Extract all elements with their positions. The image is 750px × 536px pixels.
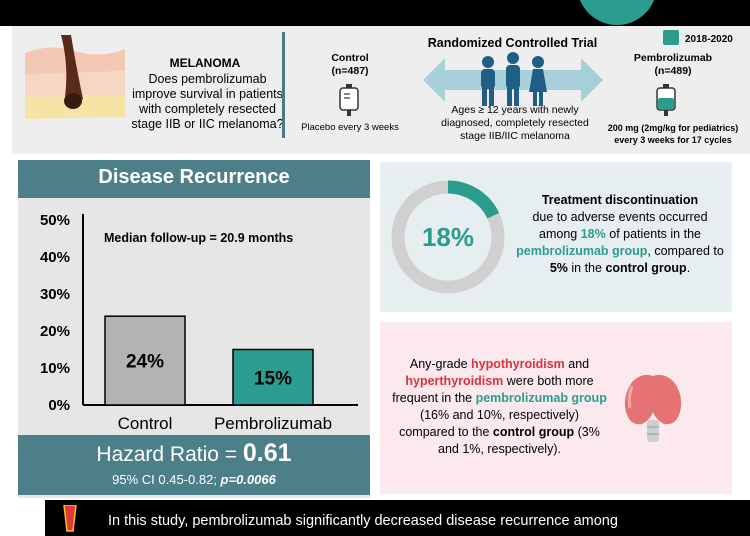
y-tick-label: 40% — [40, 249, 70, 266]
recurrence-bar-chart: 0% 10% 20% 30% 40% 50% 24% Control 15% Pembrolizu… — [40, 212, 358, 433]
pembro-dose: 200 mg (2mg/kg for pediatrics) — [607, 123, 739, 133]
skin-melanoma-icon — [25, 35, 125, 119]
randomization-arrow-icon — [423, 52, 603, 106]
thy-t4: hyperthyroidism — [405, 374, 504, 388]
header-panel — [12, 26, 750, 154]
disc-t2: due to adverse events occurred among — [532, 210, 708, 241]
trial-description: Ages ≥ 12 years with newly diagnosed, co… — [441, 104, 589, 142]
thy-t5: were both more frequent in the — [392, 374, 594, 405]
bar-control — [104, 315, 186, 406]
recurrence-header — [18, 160, 370, 198]
discontinuation-donut — [391, 180, 505, 294]
y-tick-label: 30% — [40, 286, 70, 303]
pembro-title: Pembrolizumab — [633, 52, 713, 64]
y-tick-label: 50% — [40, 212, 70, 229]
hr-label: Hazard Ratio = — [96, 443, 243, 466]
disc-t10: . — [686, 261, 691, 275]
thy-t1: Any-grade — [409, 357, 472, 371]
x-category-label: Control — [118, 414, 173, 433]
disc-t4: of patients in the — [605, 227, 701, 241]
disc-t7: 5% — [549, 261, 568, 275]
disc-t1: Treatment discontinuation — [541, 193, 699, 207]
disc-t6: , compared to — [647, 244, 724, 258]
recurrence-title: Disease Recurrence — [98, 166, 290, 188]
thy-t2: hypothyroidism — [471, 357, 565, 371]
hr-value: 0.61 — [242, 439, 292, 467]
control-title: Control — [331, 52, 369, 64]
y-tick-label: 0% — [48, 397, 70, 414]
pembro-schedule: every 3 weeks for 17 cycles — [614, 135, 732, 145]
condition-title: MELANOMA — [169, 56, 241, 70]
discontinuation-percent: 18% — [421, 222, 475, 252]
thy-t6: pembrolizumab group — [475, 391, 607, 405]
date-range: 2018-2020 — [685, 34, 733, 45]
placebo-iv-bag-icon — [339, 84, 359, 116]
ci-text: 95% CI 0.45-0.82; — [112, 472, 221, 487]
pembrolizumab-iv-bag-icon — [656, 84, 676, 116]
conclusion-banner — [45, 500, 750, 536]
disc-t5: pembrolizumab group — [516, 244, 648, 258]
donut-segment — [447, 180, 500, 219]
pembrolizumab-arm-title: Pembrolizumab (n=489) — [618, 52, 728, 78]
research-question: Does pembrolizumab improve survival in p… — [131, 72, 284, 131]
y-tick-label: 20% — [40, 323, 70, 340]
hazard-ratio-box — [18, 435, 370, 495]
conclusion-text: In this study, pembrolizumab significant… — [108, 513, 618, 529]
confidence-interval: 95% CI 0.45-0.82; p=0.0066 — [18, 472, 370, 487]
thy-t7: (16% and 10%, respectively) compared to … — [399, 408, 580, 439]
thyroid-gland-icon — [624, 374, 682, 442]
thy-t9: (3% and 1%, respectively). — [438, 425, 600, 456]
trial-title: Randomized Controlled Trial — [427, 36, 598, 50]
hazard-ratio: Hazard Ratio = 0.61 — [18, 439, 370, 468]
x-category-label: Pembrolizumab — [214, 414, 332, 433]
bar-pembrolizumab — [232, 348, 314, 406]
median-follow-up: Median follow-up = 20.9 months — [104, 231, 294, 245]
bar-value-label: 24% — [126, 352, 164, 373]
disc-t9: control group — [605, 261, 687, 275]
control-description: Placebo every 3 weeks — [301, 122, 399, 133]
pembrolizumab-description: 200 mg (2mg/kg for pediatrics) every 3 w… — [598, 122, 748, 146]
p-value: p=0.0066 — [220, 472, 276, 487]
discontinuation-text: Treatment discontinuation due to adverse… — [515, 192, 725, 277]
pembro-n: (n=489) — [654, 65, 692, 77]
exclamation-icon — [63, 505, 77, 532]
bar-value-label: 15% — [254, 368, 292, 389]
thy-t8: control group — [492, 425, 575, 439]
header-divider — [282, 32, 285, 138]
y-tick-label: 10% — [40, 360, 70, 377]
disc-t3: 18% — [580, 227, 606, 241]
control-n: (n=487) — [331, 65, 369, 77]
thy-t3: and — [564, 357, 590, 371]
thyroid-text: Any-grade hypothyroidism and hyperthyroi… — [392, 356, 607, 458]
disc-t8: in the — [567, 261, 606, 275]
calendar-icon — [663, 30, 679, 45]
control-arm-title: Control (n=487) — [300, 52, 400, 78]
